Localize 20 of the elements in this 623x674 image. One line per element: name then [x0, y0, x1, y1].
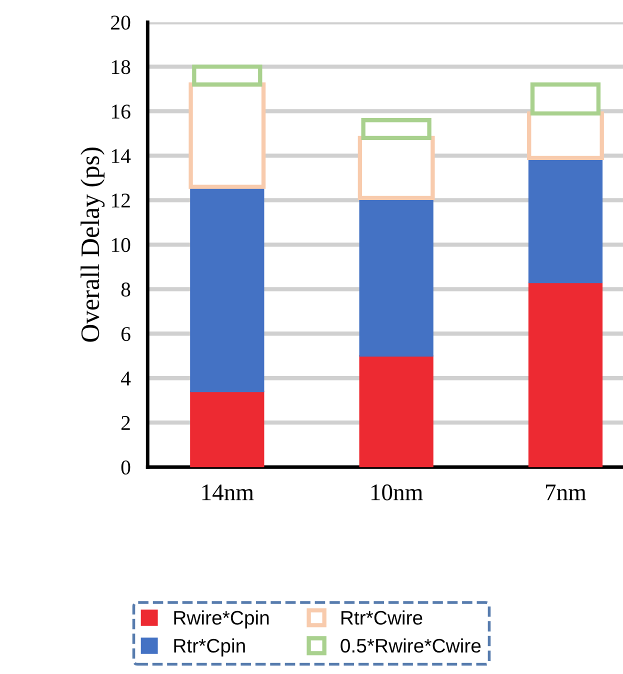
- y-tick-label: 6: [121, 327, 130, 342]
- y-tick-label: 12: [112, 194, 130, 208]
- x-tick-label: 7nm: [546, 484, 586, 500]
- y-tick-label: 14: [112, 149, 131, 163]
- y-tick-label: 20: [111, 16, 130, 30]
- y-tick-label: 0: [121, 460, 130, 475]
- legend-label: Rwire*Cpin: [174, 610, 269, 629]
- y-axis-title: Overall Delay (ps): [80, 148, 105, 342]
- y-tick-label: 10: [112, 238, 130, 252]
- y-tick-label: 8: [121, 282, 130, 297]
- x-tick-label: 10nm: [372, 484, 423, 500]
- legend-label: Rtr*Cpin: [174, 638, 245, 656]
- x-tick-label: 14nm: [202, 484, 254, 500]
- y-tick-label: 4: [120, 372, 131, 386]
- y-tick-label: 16: [112, 104, 130, 119]
- y-tick-label: 2: [121, 416, 130, 430]
- legend-label: 0.5*Rwire*Cwire: [340, 638, 481, 653]
- legend-label: Rtr*Cwire: [342, 610, 422, 625]
- y-tick-label: 18: [112, 60, 130, 74]
- bar: [528, 282, 603, 468]
